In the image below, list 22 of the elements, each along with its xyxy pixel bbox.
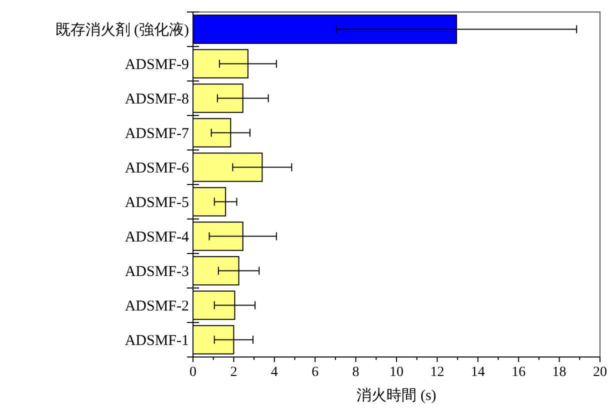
x-tick-label: 10: [390, 365, 404, 380]
x-tick-label: 20: [593, 365, 607, 380]
x-tick-label: 14: [470, 365, 485, 380]
x-tick-label: 2: [230, 365, 238, 380]
y-tick-label: ADSMF-3: [124, 264, 189, 280]
y-tick-label: ADSMF-8: [124, 91, 189, 108]
x-tick-label: 8: [352, 365, 360, 380]
y-tick-label: ADSMF-7: [124, 126, 190, 142]
y-tick-label: 既存消火剤 (強化液): [55, 21, 189, 38]
x-axis-title: 消火時間 (s): [356, 387, 436, 404]
y-tick-label: ADSMF-2: [124, 298, 189, 314]
x-tick-label: 4: [270, 365, 278, 380]
y-tick-label: ADSMF-9: [124, 56, 189, 73]
y-tick-label: ADSMF-4: [124, 229, 190, 246]
x-tick-label: 12: [430, 365, 444, 380]
y-tick-label: ADSMF-6: [124, 160, 190, 176]
x-tick-label: 6: [312, 365, 319, 380]
y-tick-label: ADSMF-5: [124, 194, 189, 211]
y-tick-label: ADSMF-1: [124, 332, 189, 349]
x-tick-label: 16: [512, 365, 526, 380]
x-tick-label: 0: [190, 365, 196, 380]
x-tick-label: 18: [552, 365, 566, 380]
